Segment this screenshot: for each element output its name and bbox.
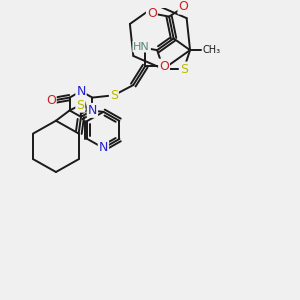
Text: S: S: [180, 62, 188, 76]
Text: O: O: [178, 1, 188, 13]
Text: HN: HN: [133, 42, 150, 52]
Text: O: O: [159, 60, 169, 73]
Text: N: N: [88, 104, 97, 117]
Text: O: O: [46, 94, 56, 107]
Text: CH₃: CH₃: [202, 45, 220, 55]
Text: N: N: [76, 85, 86, 98]
Text: S: S: [110, 89, 118, 102]
Text: N: N: [99, 142, 108, 154]
Text: O: O: [147, 7, 157, 20]
Text: S: S: [76, 99, 84, 112]
